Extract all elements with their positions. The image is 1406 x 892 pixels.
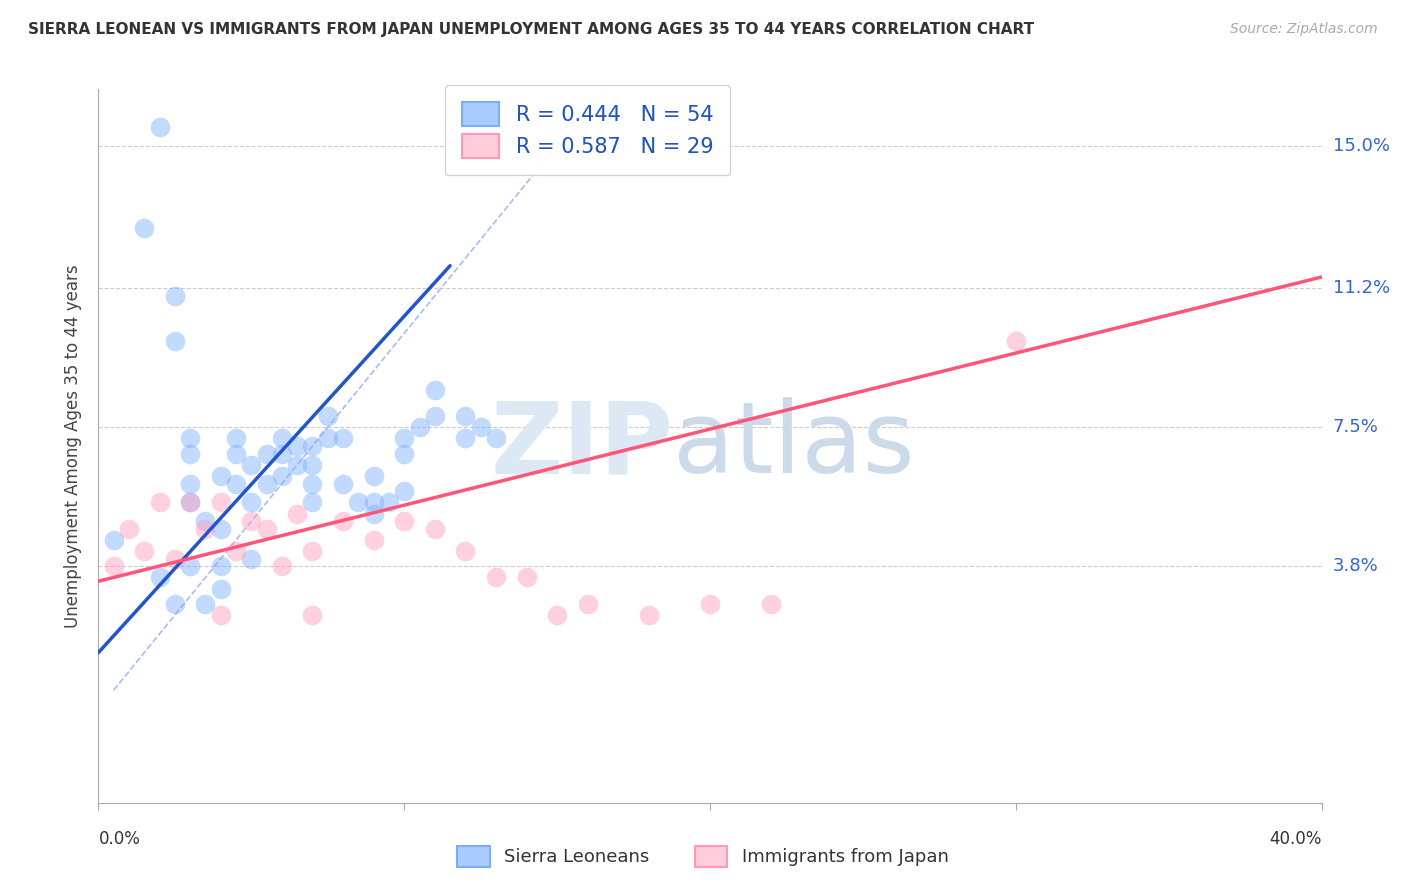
Point <box>179 476 201 491</box>
Point <box>209 582 232 596</box>
Point <box>103 559 125 574</box>
Point <box>1004 334 1026 348</box>
Point <box>270 559 292 574</box>
Y-axis label: Unemployment Among Ages 35 to 44 years: Unemployment Among Ages 35 to 44 years <box>65 264 83 628</box>
Point <box>134 221 156 235</box>
Point <box>392 432 416 446</box>
Point <box>378 495 401 509</box>
Point <box>225 476 247 491</box>
Text: 15.0%: 15.0% <box>1333 136 1389 154</box>
Point <box>392 514 416 528</box>
Point <box>240 514 263 528</box>
Point <box>179 432 201 446</box>
Point <box>454 409 477 423</box>
Point <box>179 446 201 460</box>
Point <box>149 495 172 509</box>
Text: Source: ZipAtlas.com: Source: ZipAtlas.com <box>1230 22 1378 37</box>
Point <box>149 570 172 584</box>
Point <box>194 522 217 536</box>
Text: ZIP: ZIP <box>491 398 673 494</box>
Point <box>225 446 247 460</box>
Point <box>470 420 492 434</box>
Point <box>454 432 477 446</box>
Point <box>209 469 232 483</box>
Point <box>485 432 508 446</box>
Point <box>256 522 278 536</box>
Legend: R = 0.444   N = 54, R = 0.587   N = 29: R = 0.444 N = 54, R = 0.587 N = 29 <box>446 86 730 175</box>
Point <box>225 544 247 558</box>
Text: 40.0%: 40.0% <box>1270 830 1322 847</box>
Point <box>285 507 308 521</box>
Point <box>118 522 141 536</box>
Point <box>316 432 339 446</box>
Point <box>332 476 354 491</box>
Point <box>485 570 508 584</box>
Text: 0.0%: 0.0% <box>98 830 141 847</box>
Point <box>209 495 232 509</box>
Point <box>163 597 186 611</box>
Point <box>256 476 278 491</box>
Point <box>149 120 172 134</box>
Point <box>301 607 323 622</box>
Point <box>301 495 323 509</box>
Point <box>285 439 308 453</box>
Point <box>316 409 339 423</box>
Point <box>179 559 201 574</box>
Text: 3.8%: 3.8% <box>1333 558 1378 575</box>
Point <box>240 551 263 566</box>
Point <box>270 432 292 446</box>
Point <box>423 383 446 397</box>
Point <box>240 458 263 472</box>
Point <box>301 476 323 491</box>
Point <box>103 533 125 547</box>
Point <box>209 607 232 622</box>
Point <box>347 495 370 509</box>
Point <box>637 607 661 622</box>
Text: SIERRA LEONEAN VS IMMIGRANTS FROM JAPAN UNEMPLOYMENT AMONG AGES 35 TO 44 YEARS C: SIERRA LEONEAN VS IMMIGRANTS FROM JAPAN … <box>28 22 1035 37</box>
Legend: Sierra Leoneans, Immigrants from Japan: Sierra Leoneans, Immigrants from Japan <box>450 838 956 874</box>
Point <box>256 446 278 460</box>
Point <box>194 514 217 528</box>
Point <box>546 607 568 622</box>
Text: 11.2%: 11.2% <box>1333 279 1391 297</box>
Point <box>423 409 446 423</box>
Point <box>363 533 385 547</box>
Point <box>332 432 354 446</box>
Point <box>240 495 263 509</box>
Point <box>209 559 232 574</box>
Point <box>759 597 782 611</box>
Point <box>225 432 247 446</box>
Point <box>194 597 217 611</box>
Point <box>454 544 477 558</box>
Point <box>699 597 721 611</box>
Point <box>408 420 430 434</box>
Point <box>209 522 232 536</box>
Point <box>163 334 186 348</box>
Point <box>576 597 599 611</box>
Point <box>285 458 308 472</box>
Text: 7.5%: 7.5% <box>1333 418 1379 436</box>
Point <box>301 439 323 453</box>
Point <box>392 446 416 460</box>
Point <box>134 544 156 558</box>
Point <box>332 514 354 528</box>
Point <box>179 495 201 509</box>
Point <box>270 446 292 460</box>
Point <box>179 495 201 509</box>
Point <box>423 522 446 536</box>
Point <box>363 495 385 509</box>
Point <box>363 507 385 521</box>
Point <box>163 551 186 566</box>
Point <box>363 469 385 483</box>
Point <box>392 484 416 499</box>
Point <box>301 544 323 558</box>
Text: atlas: atlas <box>673 398 915 494</box>
Point <box>301 458 323 472</box>
Point <box>516 570 538 584</box>
Point <box>163 289 186 303</box>
Point <box>270 469 292 483</box>
